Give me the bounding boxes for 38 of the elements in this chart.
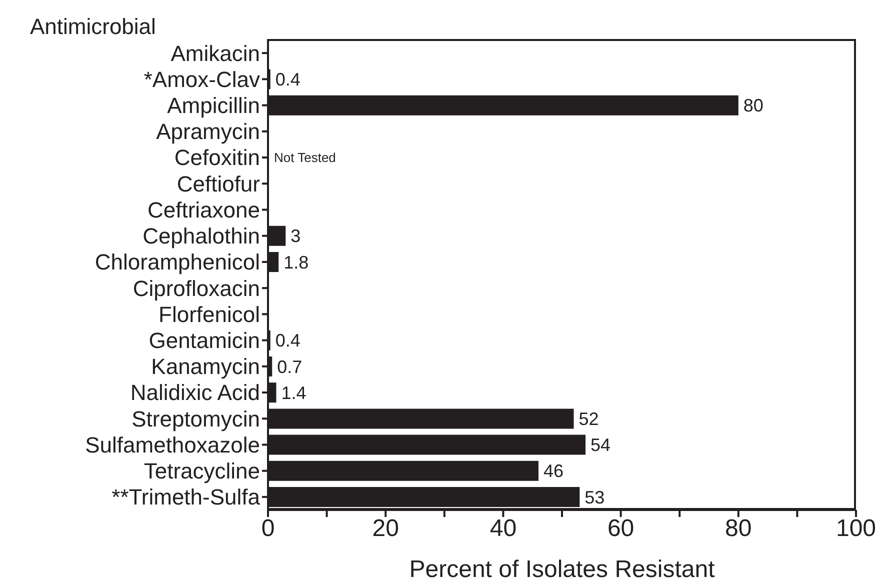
data-label: 1.4 (281, 382, 306, 403)
data-label: 54 (590, 435, 611, 456)
y-tick-label: Chloramphenicol (94, 250, 260, 275)
data-label: 3 (290, 226, 301, 246)
x-tick-label: 80 (725, 515, 752, 542)
data-label: 1.8 (284, 252, 309, 272)
data-label: 46 (543, 461, 564, 482)
y-tick-label: *Amox-Clav (144, 66, 260, 92)
data-label: 80 (743, 96, 764, 116)
y-tick-label: Amikacin (170, 40, 260, 66)
y-tick-label: Nalidixic Acid (130, 380, 260, 406)
y-tick-label: Apramycin (156, 119, 260, 144)
x-axis-title: Percent of Isolates Resistant (409, 556, 716, 583)
text: Not Tested (274, 150, 336, 166)
y-tick-label: Florfenicol (158, 302, 260, 327)
data-label: 0.4 (275, 70, 300, 90)
y-tick-label: Tetracycline (144, 458, 260, 484)
y-axis-title: Antimicrobial (30, 14, 156, 40)
x-tick-label: 40 (490, 515, 517, 542)
data-label: 0.4 (275, 330, 300, 351)
x-tick-label: 60 (607, 515, 634, 542)
y-tick-label: Ciprofloxacin (132, 276, 260, 301)
y-tick-label: Gentamicin (148, 328, 260, 353)
y-tick-label: Ampicillin (167, 92, 260, 118)
data-label: 0.7 (277, 356, 302, 377)
x-tick-label: 0 (261, 515, 275, 542)
y-tick-label: Streptomycin (132, 406, 260, 432)
x-tick-label: 20 (372, 515, 399, 542)
y-tick-label: Cephalothin (142, 224, 260, 249)
y-tick-label: Ceftiofur (176, 171, 260, 196)
y-tick-label: Kanamycin (151, 354, 260, 380)
y-tick-label: Sulfamethoxazole (85, 432, 260, 458)
y-tick-label: Ceftriaxone (147, 197, 260, 222)
y-tick-label: **Trimeth-Sulfa (112, 484, 261, 510)
data-label: 52 (578, 408, 599, 429)
y-tick-label: Cefoxitin (174, 145, 260, 170)
data-label: 53 (584, 487, 605, 508)
x-tick-label: 100 (836, 515, 876, 542)
